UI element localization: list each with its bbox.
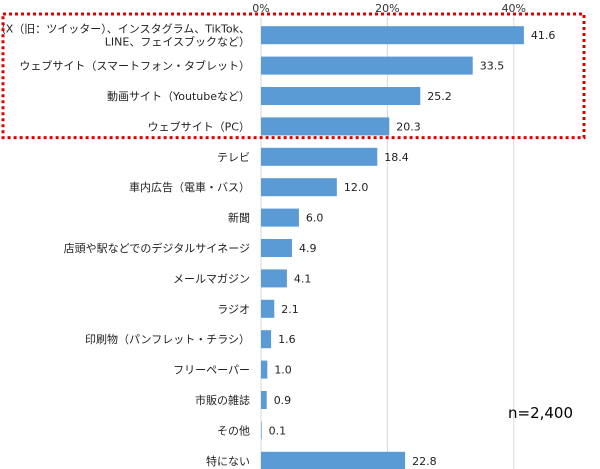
category-label: 新聞	[228, 211, 250, 225]
value-label: 33.5	[480, 60, 505, 73]
value-label: 1.0	[274, 364, 292, 377]
category-label: 動画サイト（Youtubeなど）	[107, 89, 250, 103]
category-label: 車内広告（電車・バス）	[129, 180, 250, 194]
category-label-line: フリーペーパー	[173, 364, 250, 377]
bar	[261, 360, 268, 379]
value-label: 20.3	[396, 120, 421, 133]
x-tick-labels: 0% 20% 40%	[252, 2, 526, 15]
category-label-line: テレビ	[217, 151, 250, 164]
x-tick-label: 40%	[502, 2, 526, 15]
value-label: 1.6	[278, 333, 296, 346]
bar	[261, 239, 292, 257]
category-label-line: 車内広告（電車・バス）	[129, 180, 250, 194]
value-label: 22.8	[412, 455, 437, 468]
bar	[261, 330, 272, 349]
category-label-line: 店頭や駅などでのデジタルサイネージ	[64, 241, 250, 255]
bar	[261, 178, 337, 197]
value-label: 2.1	[281, 303, 299, 316]
category-label-line: 特にない	[206, 454, 250, 468]
category-label: 印刷物（パンフレット・チラシ）	[85, 332, 250, 346]
x-tick-label: 0%	[252, 2, 269, 15]
value-label: 6.0	[306, 212, 324, 225]
category-label-line: 新聞	[228, 211, 250, 225]
category-label: メールマガジン	[173, 272, 250, 285]
x-tick-label: 20%	[375, 2, 399, 15]
category-label: フリーペーパー	[173, 364, 250, 377]
category-label-line: ウェブサイト（PC）	[148, 119, 250, 133]
bar	[261, 451, 406, 469]
value-label: 18.4	[384, 151, 409, 164]
category-label: SNS（X（旧：ツイッター）、インスタグラム、TikTok、 LINE、フェイスブ…	[0, 22, 250, 49]
category-labels: SNS（X（旧：ツイッター）、インスタグラム、TikTok、 LINE、フェイスブ…	[0, 22, 250, 468]
category-label-line: 市販の雑誌	[195, 393, 250, 407]
value-label: 4.1	[294, 272, 312, 285]
value-label: 12.0	[344, 181, 369, 194]
category-label-line: その他	[217, 424, 250, 437]
bar	[261, 87, 421, 105]
category-label: その他	[217, 424, 250, 437]
bar	[261, 26, 524, 45]
value-labels: 41.6 33.5 25.2 20.3 18.4 12.0 6.0 4.9 4.1 2.1 1.6 1…	[269, 29, 556, 468]
category-label: ウェブサイト（スマートフォン・タブレット）	[19, 59, 250, 73]
category-label: テレビ	[217, 151, 250, 164]
category-label-line: 動画サイト（Youtubeなど）	[107, 89, 250, 103]
bar	[261, 147, 378, 166]
category-label: 市販の雑誌	[195, 393, 250, 407]
value-label: 4.9	[299, 242, 317, 255]
value-label: 0.1	[269, 424, 287, 437]
category-label: ウェブサイト（PC）	[148, 119, 250, 133]
category-label-line: 印刷物（パンフレット・チラシ）	[85, 332, 250, 346]
bar	[261, 299, 275, 318]
highlight-box	[1, 12, 586, 140]
bar	[261, 117, 390, 136]
category-label-line: ラジオ	[217, 303, 250, 316]
category-label: ラジオ	[217, 303, 250, 316]
bar	[261, 391, 267, 409]
bar	[261, 56, 473, 75]
category-label-line: メールマガジン	[173, 272, 250, 285]
category-label-line: ウェブサイト（スマートフォン・タブレット）	[19, 59, 250, 73]
value-label: 25.2	[427, 90, 452, 103]
bar	[261, 421, 262, 440]
category-label: 店頭や駅などでのデジタルサイネージ	[64, 241, 250, 255]
bar	[261, 208, 299, 227]
value-label: 0.9	[274, 394, 292, 407]
category-label-line: SNS（X（旧：ツイッター）、インスタグラム、TikTok、	[0, 22, 250, 36]
bar	[261, 269, 287, 288]
sample-size-annotation: n=2,400	[508, 404, 573, 422]
category-label-line: LINE、フェイスブックなど）	[105, 35, 250, 49]
value-label: 41.6	[531, 29, 556, 42]
category-label: 特にない	[206, 454, 250, 468]
bars	[261, 26, 524, 469]
